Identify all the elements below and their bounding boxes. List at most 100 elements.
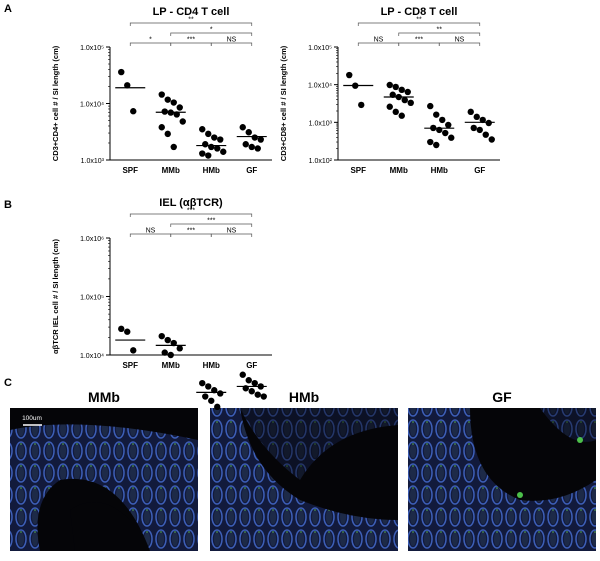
y-tick-label: 1.0x10³ xyxy=(81,158,105,165)
image-label: HMb xyxy=(289,389,319,405)
data-point xyxy=(485,119,492,127)
data-point xyxy=(217,390,224,397)
panel-label: B xyxy=(4,199,12,211)
data-point xyxy=(124,82,131,89)
data-point xyxy=(386,81,393,89)
data-point xyxy=(202,141,209,148)
significance-label: ** xyxy=(437,27,443,34)
data-point xyxy=(407,99,414,107)
data-point xyxy=(358,101,365,109)
data-point xyxy=(254,391,261,398)
data-point xyxy=(118,325,125,333)
data-point xyxy=(239,371,246,378)
data-point xyxy=(488,136,495,143)
data-point xyxy=(167,351,174,359)
y-tick-label: 1.0x10³ xyxy=(309,120,333,127)
y-tick-label: 1.0x10² xyxy=(309,158,333,165)
significance-label: * xyxy=(149,37,152,44)
data-point xyxy=(445,121,452,129)
image-label: GF xyxy=(492,389,512,405)
data-point xyxy=(130,108,137,115)
significance-bracket xyxy=(438,42,481,46)
data-point xyxy=(248,388,255,395)
image-gf xyxy=(408,408,596,551)
significance-label: *** xyxy=(415,37,423,44)
data-point xyxy=(161,349,168,356)
data-point xyxy=(427,138,434,146)
x-tick-label: HMb xyxy=(431,166,448,175)
y-tick-label: 1.0x10⁵ xyxy=(80,45,104,52)
data-point xyxy=(251,134,258,141)
chart-title: LP - CD8 T cell xyxy=(381,6,458,18)
x-tick-label: GF xyxy=(474,166,485,175)
data-point xyxy=(214,403,221,411)
significance-bracket xyxy=(170,32,253,36)
data-point xyxy=(130,347,137,354)
data-point xyxy=(205,383,212,390)
chart-title: IEL (αβTCR) xyxy=(159,197,223,209)
data-point xyxy=(158,91,165,98)
y-tick-label: 1.0x10⁴ xyxy=(80,102,104,109)
significance-label: *** xyxy=(187,208,195,215)
x-tick-label: HMb xyxy=(203,166,220,175)
data-point xyxy=(170,143,177,151)
significance-bracket xyxy=(129,213,253,217)
data-point xyxy=(251,379,258,387)
significance-bracket xyxy=(398,32,481,36)
significance-label: ** xyxy=(188,17,194,24)
data-point xyxy=(389,91,396,98)
significance-bracket xyxy=(210,233,253,237)
data-point xyxy=(245,377,252,384)
data-point xyxy=(208,143,215,151)
significance-bracket xyxy=(357,22,481,26)
data-point xyxy=(205,130,212,138)
panel-label: C xyxy=(4,377,12,389)
x-tick-label: GF xyxy=(246,361,257,370)
data-point xyxy=(479,116,486,124)
data-point xyxy=(211,134,218,141)
data-point xyxy=(470,124,477,132)
image-hmb xyxy=(210,408,398,551)
data-point xyxy=(386,103,393,110)
image-label: MMb xyxy=(88,389,120,405)
data-point xyxy=(124,328,131,335)
y-tick-label: 1.0x10⁵ xyxy=(308,45,332,52)
significance-label: *** xyxy=(207,218,215,225)
data-point xyxy=(392,83,399,91)
data-point xyxy=(205,152,212,159)
data-point xyxy=(448,134,455,141)
data-point xyxy=(208,397,215,404)
y-axis-label: CD3+CD8+ cell # / SI length (cm) xyxy=(279,45,288,161)
significance-bracket xyxy=(170,223,253,227)
data-point xyxy=(392,108,399,116)
data-point xyxy=(476,126,483,134)
data-point xyxy=(248,143,255,151)
data-point xyxy=(179,118,186,125)
data-point xyxy=(217,136,224,143)
significance-label: *** xyxy=(187,228,195,235)
y-tick-label: 1.0x10⁴ xyxy=(308,83,332,90)
y-axis-label: CD3+CD4+ cell # / SI length (cm) xyxy=(51,45,60,161)
data-point xyxy=(398,112,405,119)
data-point xyxy=(245,129,252,136)
significance-label: NS xyxy=(374,37,384,44)
y-tick-label: 1.0x10⁴ xyxy=(80,353,104,360)
data-point xyxy=(433,141,440,149)
x-tick-label: HMb xyxy=(203,361,220,370)
data-point xyxy=(202,393,209,400)
data-point xyxy=(260,393,267,400)
x-tick-label: SPF xyxy=(122,361,138,370)
data-point xyxy=(467,108,474,116)
significance-bracket xyxy=(210,42,253,46)
data-point xyxy=(433,111,440,118)
data-point xyxy=(161,108,168,115)
data-point xyxy=(242,141,249,148)
data-point xyxy=(442,129,449,137)
data-point xyxy=(164,96,171,103)
data-point xyxy=(199,379,206,387)
significance-label: NS xyxy=(227,228,237,235)
data-point xyxy=(482,131,489,138)
significance-label: NS xyxy=(227,37,237,44)
data-point xyxy=(158,124,165,131)
